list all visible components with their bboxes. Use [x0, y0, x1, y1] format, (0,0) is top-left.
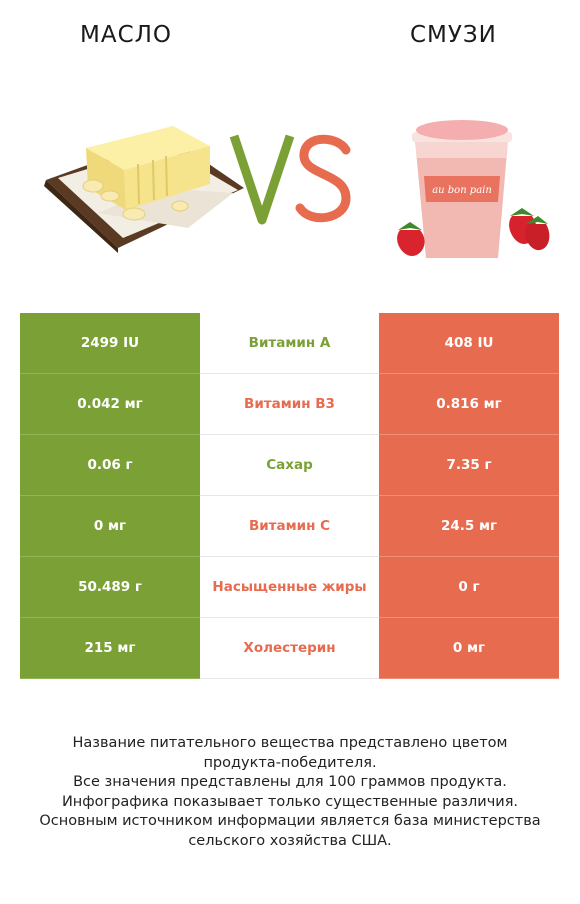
footnote-line: Все значения представлены для 100 граммо…	[73, 774, 507, 790]
footnote-line: Инфографика показывает только существенн…	[61, 793, 519, 810]
nutrient-name: Витамин B3	[200, 373, 379, 435]
right-value: 24.5 мг	[379, 495, 559, 557]
left-value: 50.489 г	[20, 556, 200, 618]
smoothie-image: au bon pain	[397, 120, 550, 258]
footnote-line: сельского хозяйства США.	[188, 832, 392, 849]
smoothie-cup-brand: au bon pain	[432, 185, 492, 196]
nutrient-name: Витамин А	[200, 313, 379, 374]
right-value: 0.816 мг	[379, 373, 559, 435]
left-value: 0 мг	[20, 495, 200, 557]
butter-image	[44, 126, 244, 253]
comparison-table: 2499 IU Витамин А 408 IU 0.042 мг Витами…	[20, 313, 559, 679]
table-row: 0 мг Витамин C 24.5 мг	[20, 495, 559, 557]
nutrient-name: Насыщенные жиры	[200, 556, 379, 618]
right-product-title: СМУЗИ	[410, 22, 497, 48]
footnote-line: продукта-победителя.	[203, 754, 377, 771]
table-row: 2499 IU Витамин А 408 IU	[20, 313, 559, 374]
table-row: 50.489 г Насыщенные жиры 0 г	[20, 556, 559, 618]
left-value: 0.06 г	[20, 434, 200, 496]
nutrient-name: Витамин C	[200, 495, 379, 557]
left-value: 215 мг	[20, 617, 200, 679]
vs-label	[229, 134, 351, 225]
footnote: Название питательного вещества представл…	[20, 734, 560, 851]
left-product-title: МАСЛО	[80, 22, 173, 48]
left-value: 0.042 мг	[20, 373, 200, 435]
left-value: 2499 IU	[20, 313, 200, 374]
nutrient-name: Сахар	[200, 434, 379, 496]
nutrient-name: Холестерин	[200, 617, 379, 679]
right-value: 0 г	[379, 556, 559, 618]
right-value: 408 IU	[379, 313, 559, 374]
footnote-line: Основным источником информации является …	[39, 813, 541, 829]
table-row: 0.042 мг Витамин B3 0.816 мг	[20, 373, 559, 435]
table-row: 0.06 г Сахар 7.35 г	[20, 434, 559, 496]
table-row: 215 мг Холестерин 0 мг	[20, 617, 559, 679]
right-value: 0 мг	[379, 617, 559, 679]
footnote-line: Название питательного вещества представл…	[72, 735, 508, 751]
right-value: 7.35 г	[379, 434, 559, 496]
